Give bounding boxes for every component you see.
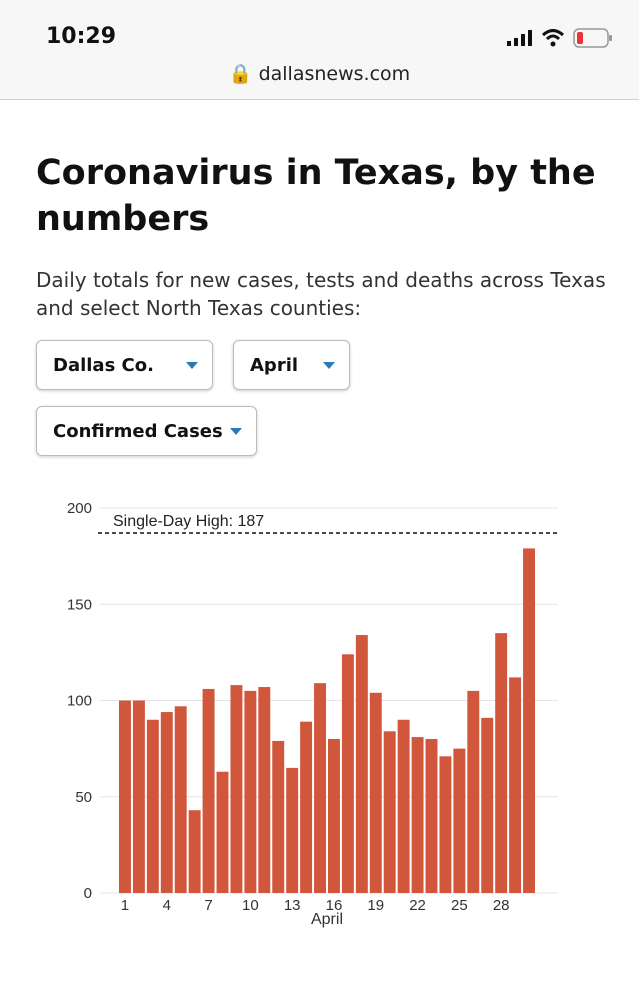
county-value: Dallas Co.: [53, 354, 154, 376]
bar: [160, 712, 173, 893]
bar: [369, 692, 382, 893]
metric-value: Confirmed Cases: [53, 420, 223, 442]
y-tick-label: 150: [67, 596, 92, 613]
bar: [523, 548, 535, 893]
url-text: dallasnews.com: [258, 63, 411, 85]
bar: [509, 677, 522, 893]
bar: [453, 748, 466, 893]
bar: [383, 731, 396, 893]
page-title: Coronavirus in Texas, by the numbers: [36, 153, 596, 239]
county-dropdown[interactable]: Dallas Co.: [36, 340, 213, 390]
bar: [146, 719, 159, 893]
url-bar[interactable]: 🔒 dallasnews.com: [0, 62, 639, 85]
bar: [425, 739, 438, 893]
bar: [216, 771, 229, 893]
x-axis-label: April: [311, 911, 343, 928]
bar: [439, 756, 452, 893]
y-tick-label: 0: [84, 885, 92, 902]
x-tick-label: 4: [163, 897, 171, 914]
chevron-down-icon: [186, 362, 198, 369]
month-value: April: [250, 354, 299, 376]
bar: [481, 717, 494, 893]
bar: [328, 739, 340, 893]
bar: [244, 690, 257, 893]
bar: [286, 767, 299, 893]
bar: [355, 635, 368, 893]
x-tick-label: 13: [284, 897, 301, 914]
x-tick-label: 25: [451, 897, 468, 914]
bar: [314, 683, 326, 893]
bar: [132, 700, 145, 893]
x-tick-label: 16: [326, 897, 343, 914]
x-tick-label: 1: [121, 897, 129, 914]
single-day-high-label: Single-Day High: 187: [113, 513, 264, 530]
browser-status-bar: 10:29 🔒 dallasnews.com: [0, 0, 639, 100]
bar: [230, 685, 243, 893]
x-tick-label: 28: [493, 897, 510, 914]
chevron-down-icon: [323, 362, 335, 369]
y-tick-label: 200: [67, 500, 92, 517]
y-tick-label: 50: [75, 789, 92, 806]
page-subtitle: Daily totals for new cases, tests and de…: [36, 268, 606, 320]
bar: [119, 700, 131, 893]
x-tick-label: 19: [367, 897, 384, 914]
wifi-icon: [541, 29, 565, 51]
metric-dropdown[interactable]: Confirmed Cases: [36, 406, 257, 456]
month-dropdown[interactable]: April: [233, 340, 350, 390]
bar: [341, 654, 354, 893]
battery-icon: [573, 28, 613, 52]
bar: [495, 633, 508, 893]
y-tick-label: 100: [67, 693, 92, 710]
bar: [202, 688, 215, 893]
clock: 10:29: [46, 24, 117, 49]
signal-icon: [507, 30, 533, 50]
bar: [174, 706, 187, 893]
bar: [300, 721, 313, 893]
bar: [397, 719, 410, 893]
bar: [411, 737, 424, 893]
cases-bar-chart: 0 50 100 150 200 1 4 7 10 13 16 19 22 25 28 April Single…: [67, 500, 558, 928]
x-tick-label: 7: [204, 897, 212, 914]
x-tick-label: 22: [409, 897, 426, 914]
lock-icon: 🔒: [228, 63, 253, 85]
bar: [188, 810, 201, 893]
bar: [467, 690, 480, 893]
chevron-down-icon: [230, 428, 242, 435]
x-tick-label: 10: [242, 897, 259, 914]
bar: [272, 740, 285, 893]
bar: [258, 687, 271, 893]
